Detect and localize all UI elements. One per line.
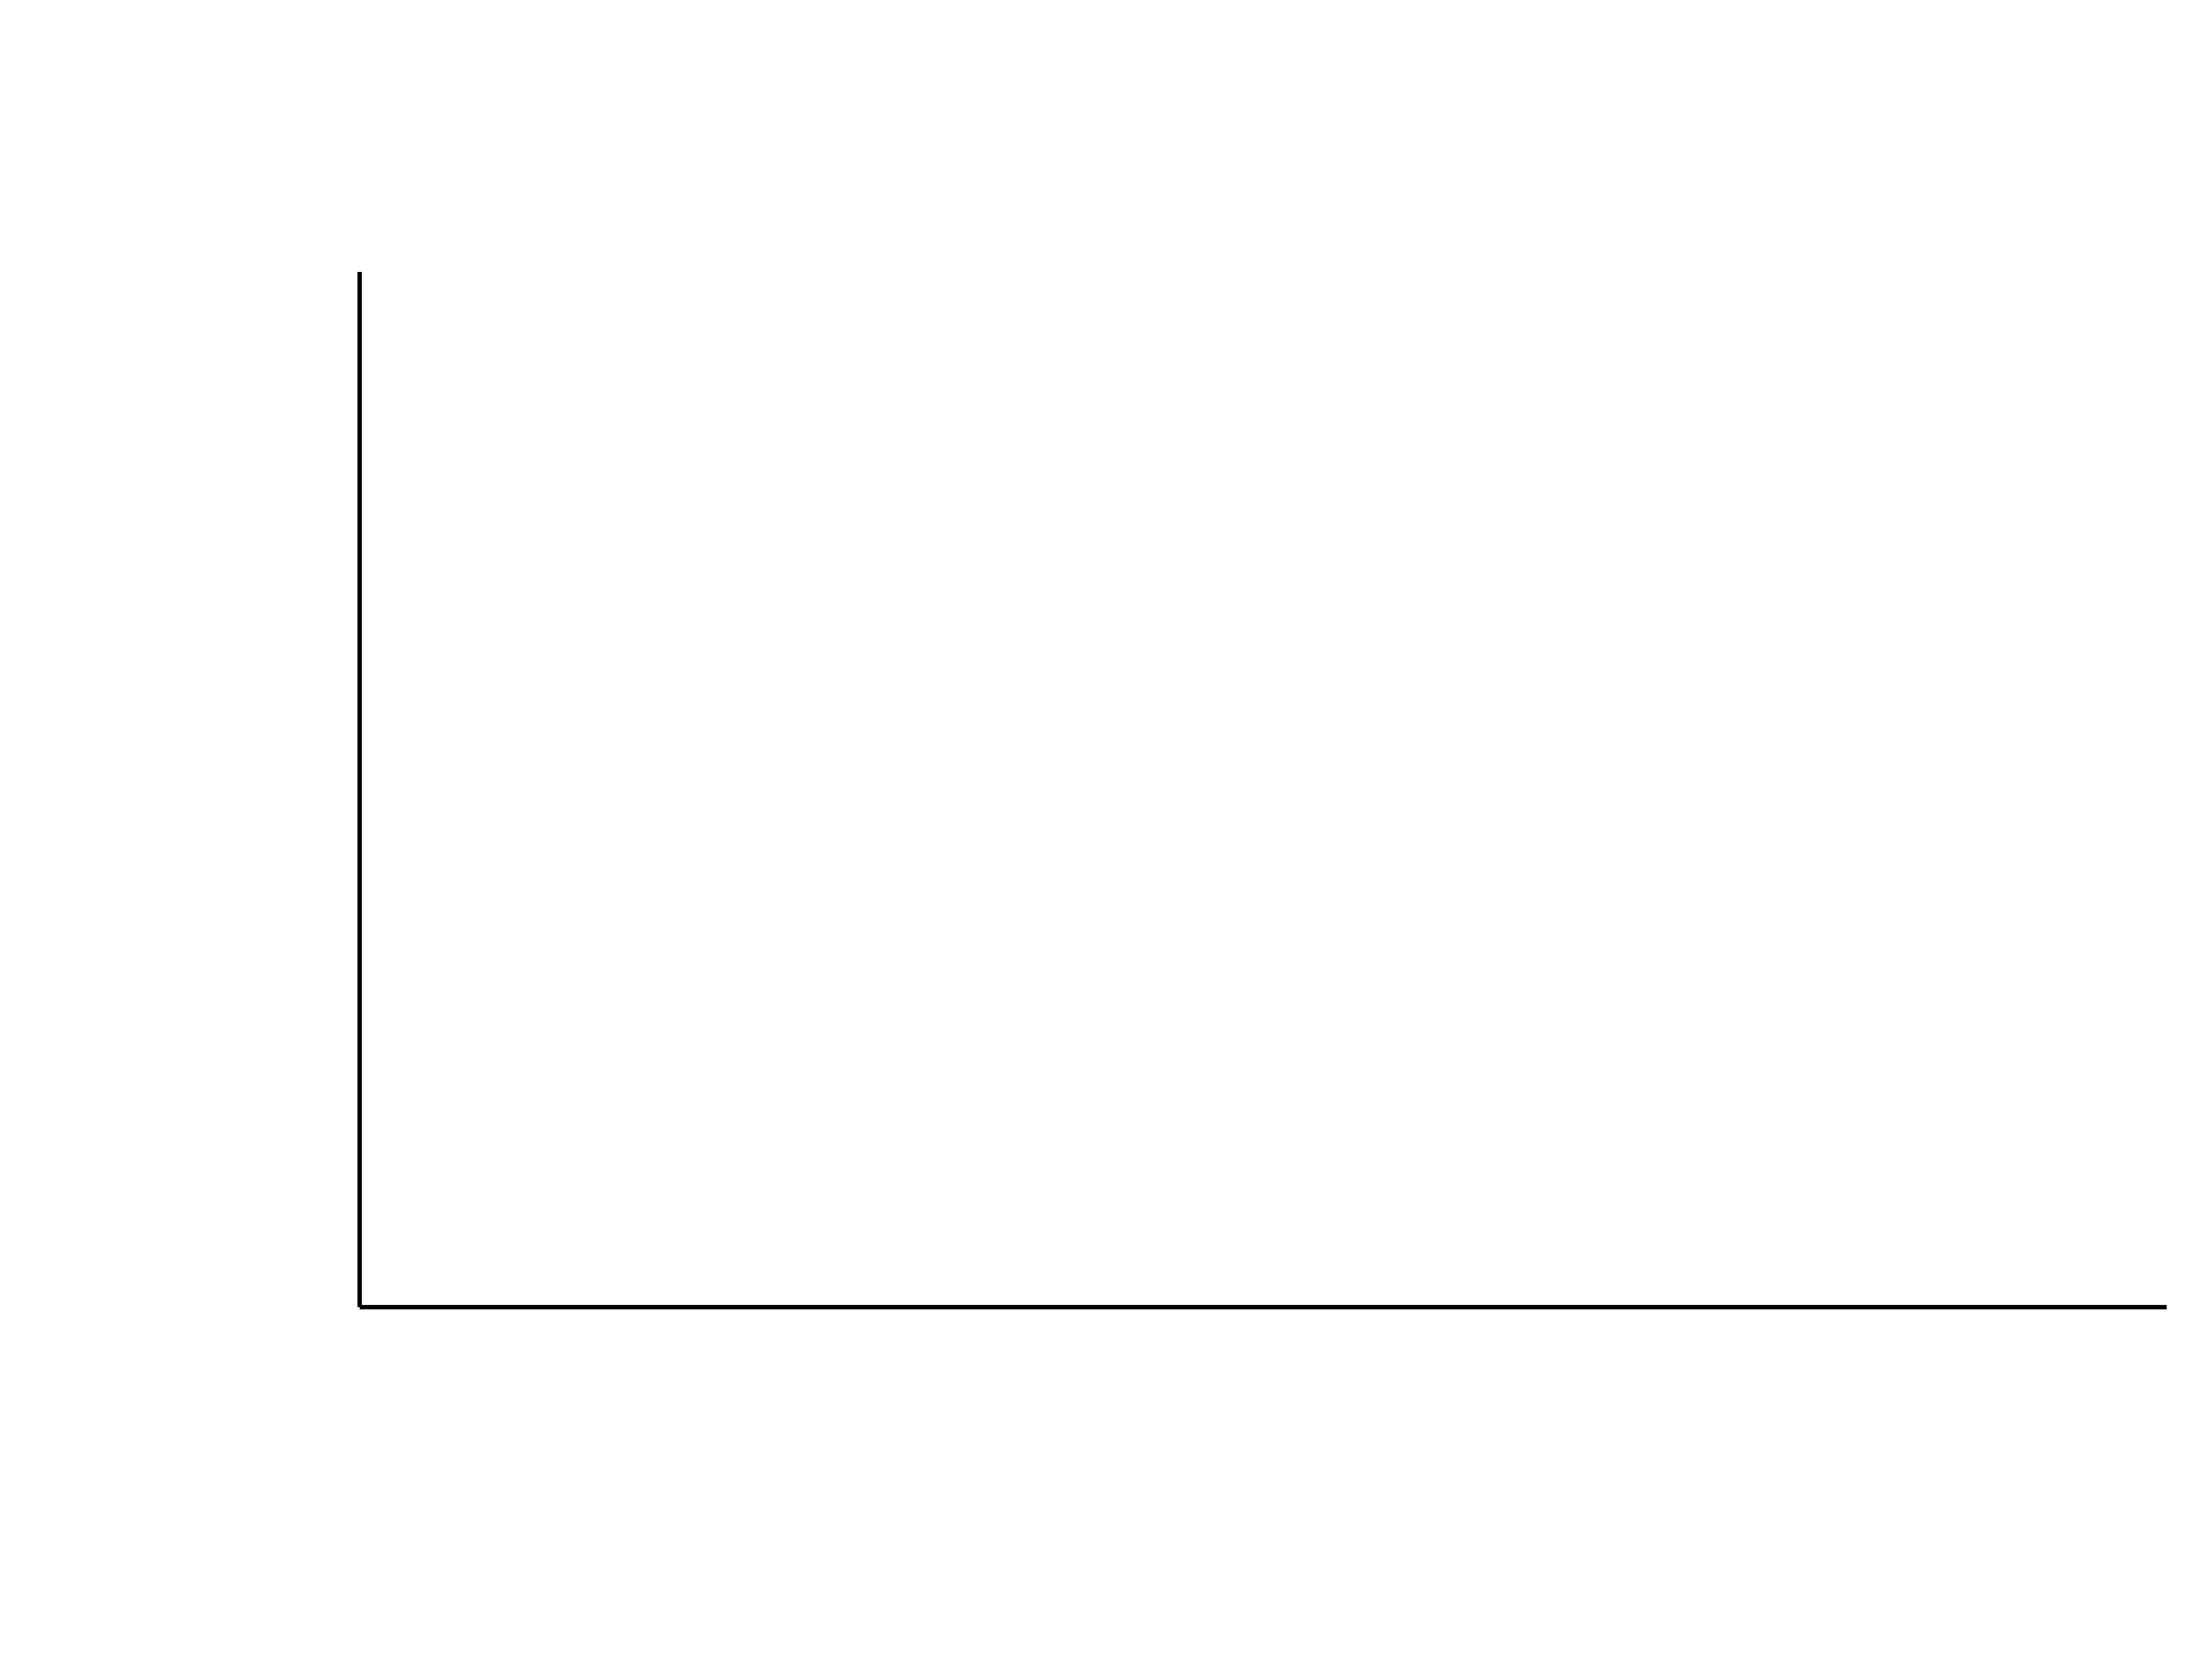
chart-plot-area (0, 0, 2193, 1680)
chart-container (0, 0, 2193, 1680)
axes-group (360, 272, 2167, 1307)
